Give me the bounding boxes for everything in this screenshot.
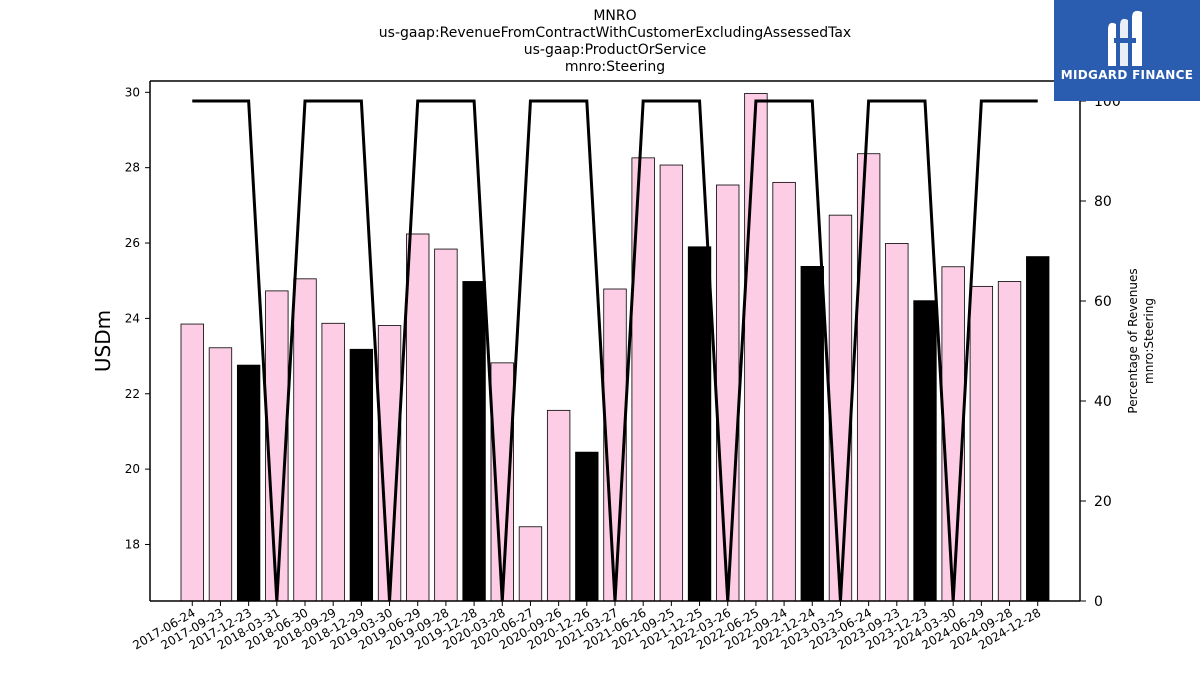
bar-2022-03-26	[716, 184, 740, 602]
bar-2021-09-25	[659, 164, 684, 602]
bar-2020-09-26	[546, 409, 571, 602]
bar-2017-12-23	[236, 364, 261, 602]
bar-2019-09-28	[434, 248, 458, 602]
bar-2020-12-26	[575, 451, 599, 602]
bar-2017-09-23	[208, 347, 233, 602]
logo-icon	[1108, 10, 1142, 66]
y2-tick-label: 60	[1094, 294, 1112, 310]
bar-2024-03-30	[941, 266, 965, 602]
midgard-finance-logo: MIDGARD FINANCE	[1054, 0, 1200, 101]
bar-2017-06-24	[180, 323, 204, 602]
y-tick-label: 30	[125, 85, 140, 99]
bar-2021-12-25	[687, 246, 712, 602]
y2-axis-label-line-1: Percentage of Revenues	[1126, 268, 1140, 413]
bar-2018-06-30	[293, 278, 317, 602]
bar-2020-06-27	[518, 526, 543, 602]
bar-2023-12-23	[913, 300, 937, 602]
y-tick-label: 24	[125, 311, 140, 325]
bar-2023-09-23	[885, 243, 909, 602]
y2-tick-label: 80	[1094, 194, 1112, 210]
y2-tick-label: 0	[1094, 594, 1103, 610]
y-tick-label: 22	[125, 387, 140, 401]
y-tick-label: 26	[125, 236, 140, 250]
title-line-4: mnro:Steering	[565, 59, 665, 75]
logo-text: MIDGARD FINANCE	[1060, 68, 1194, 82]
y-tick-label: 28	[125, 161, 140, 175]
title-line-2: us-gaap:RevenueFromContractWithCustomerE…	[379, 25, 851, 41]
bar-2018-12-29	[349, 348, 374, 602]
y2-tick-label: 40	[1094, 394, 1112, 410]
bar-2019-06-29	[406, 233, 430, 602]
title-line-1: MNRO	[593, 8, 636, 24]
y-axis-ticks: 18 20 22 24 26 28 30	[125, 85, 150, 551]
bar-2024-09-28	[997, 281, 1022, 602]
chart-title: MNRO us-gaap:RevenueFromContractWithCust…	[379, 8, 851, 75]
bar-2024-12-28	[1026, 256, 1050, 602]
bar-2023-03-25	[828, 214, 853, 602]
bar-2022-06-25	[744, 93, 768, 602]
bar-2019-12-28	[462, 281, 486, 602]
x-axis-ticks: 2017-06-242017-09-232017-12-232018-03-31…	[130, 601, 1043, 652]
y2-axis-label-line-2: mnro:Steering	[1142, 298, 1156, 384]
y-tick-label: 20	[125, 462, 140, 476]
y2-tick-label: 20	[1094, 494, 1112, 510]
bar-2022-09-24	[772, 181, 796, 602]
bar-2018-09-29	[321, 322, 345, 602]
bar-2024-06-29	[969, 285, 994, 602]
y-tick-label: 18	[125, 537, 140, 551]
bar-2022-12-24	[800, 265, 824, 602]
bar-series	[180, 93, 1050, 602]
title-line-3: us-gaap:ProductOrService	[524, 42, 707, 58]
y2-axis-label: Percentage of Revenues mnro:Steering	[1126, 268, 1156, 413]
y-axis-label: USDm	[91, 310, 115, 372]
